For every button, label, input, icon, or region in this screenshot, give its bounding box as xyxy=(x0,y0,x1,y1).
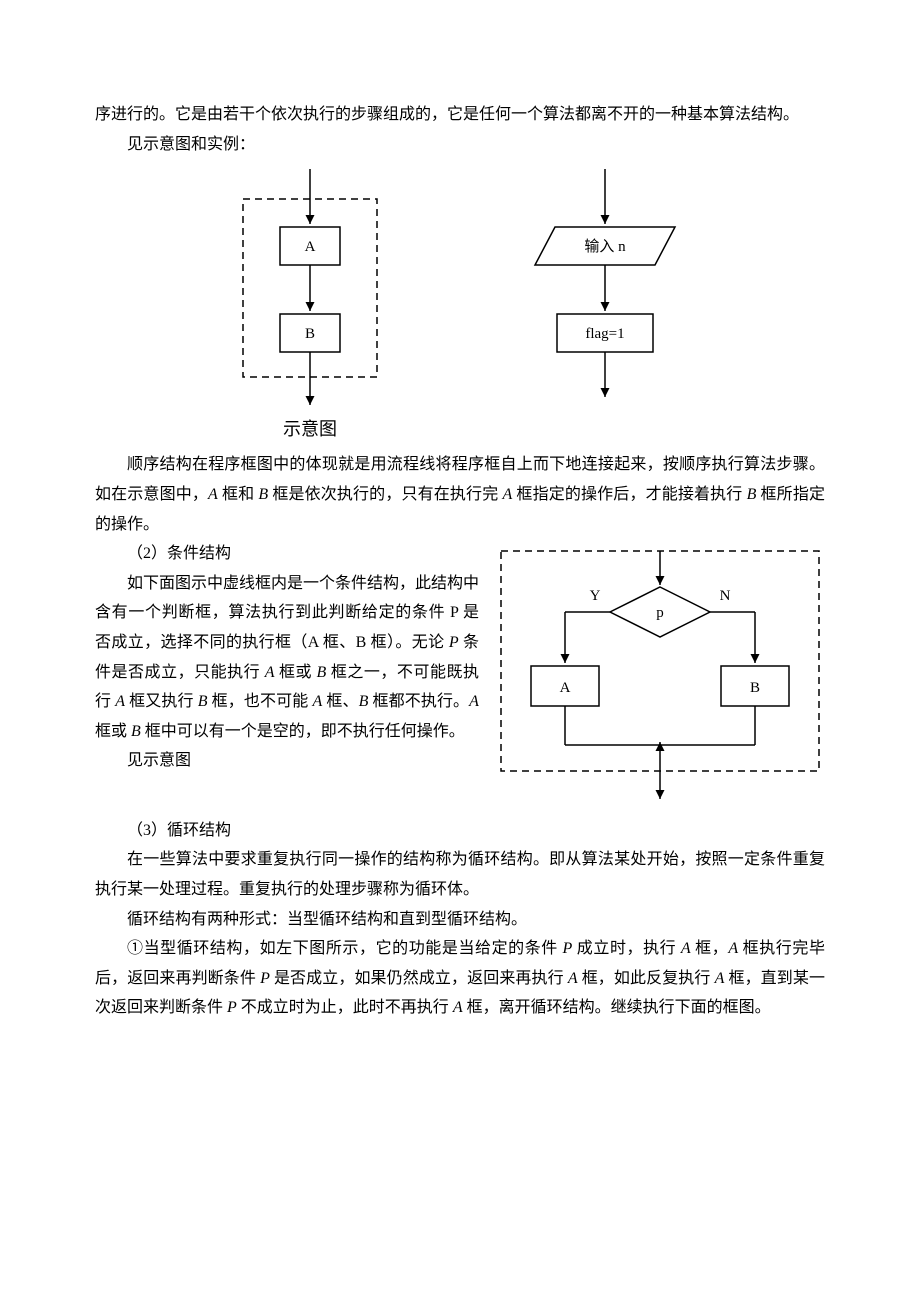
sequence-diagram: A B 示意图 xyxy=(225,169,395,446)
paragraph-9: 循环结构有两种形式：当型循环结构和直到型循环结构。 xyxy=(95,905,825,935)
paragraph-7: （3）循环结构 xyxy=(95,816,825,846)
sequence-example: 输入 n flag=1 xyxy=(515,169,695,446)
sequence-diagram-caption: 示意图 xyxy=(283,413,337,446)
paragraph-2: 见示意图和实例： xyxy=(95,130,825,160)
sequence-example-svg: 输入 n flag=1 xyxy=(515,169,695,409)
cond-a-label: A xyxy=(560,680,571,696)
seq-ex-flag-label: flag=1 xyxy=(585,326,624,342)
cond-y-label: Y xyxy=(590,588,601,604)
paragraph-10: ①当型循环结构，如左下图所示，它的功能是当给定的条件 P 成立时，执行 A 框，… xyxy=(95,934,825,1023)
seq-node-a-label: A xyxy=(305,239,316,255)
paragraph-8: 在一些算法中要求重复执行同一操作的结构称为循环结构。即从算法某处开始，按照一定条… xyxy=(95,845,825,904)
condition-diagram: p Y N A B xyxy=(495,545,825,816)
cond-n-label: N xyxy=(720,588,731,604)
sequence-diagram-svg: A B xyxy=(225,169,395,409)
seq-node-b-label: B xyxy=(305,326,315,342)
cond-b-label: B xyxy=(750,680,760,696)
paragraph-1: 序进行的。它是由若干个依次执行的步骤组成的，它是任何一个算法都离不开的一种基本算… xyxy=(95,100,825,130)
condition-diagram-svg: p Y N A B xyxy=(495,545,825,805)
paragraph-3: 顺序结构在程序框图中的体现就是用流程线将程序框自上而下地连接起来，按顺序执行算法… xyxy=(95,450,825,539)
sequence-figures-row: A B 示意图 输入 n xyxy=(95,169,825,446)
cond-p-label: p xyxy=(656,605,664,621)
seq-ex-input-label: 输入 n xyxy=(584,238,626,255)
document-page: 序进行的。它是由若干个依次执行的步骤组成的，它是任何一个算法都离不开的一种基本算… xyxy=(0,0,920,1083)
